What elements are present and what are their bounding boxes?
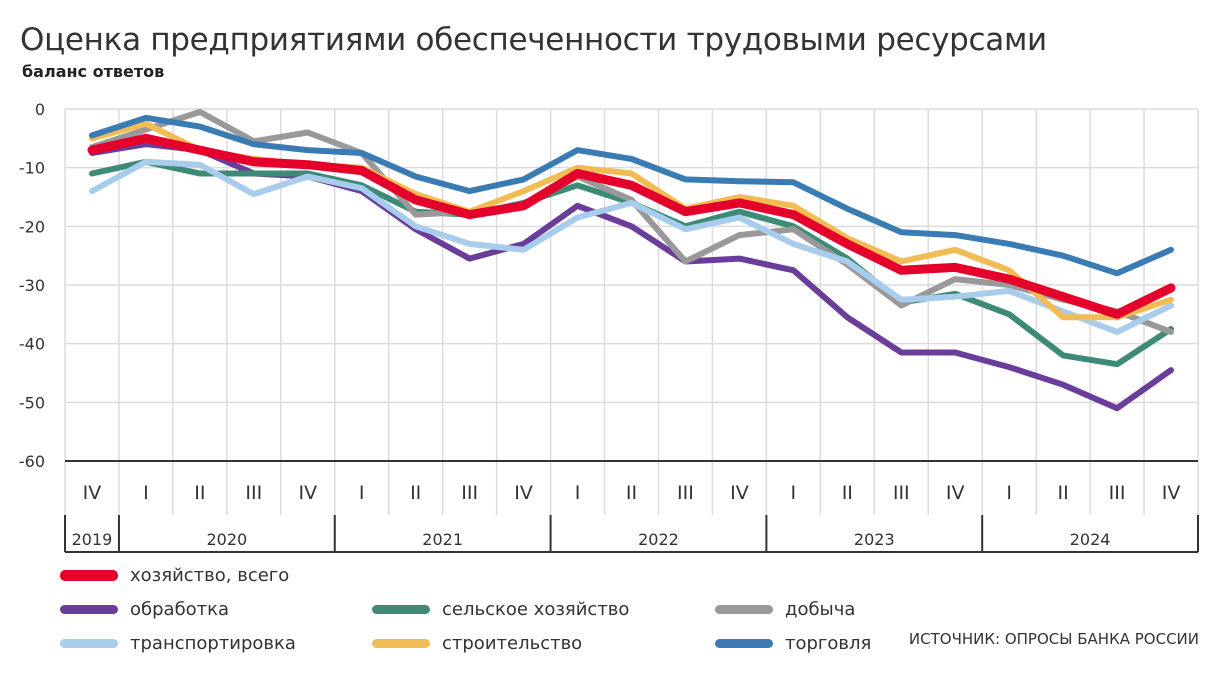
x-tick-label: II [842, 482, 853, 504]
source-note: ИСТОЧНИК: ОПРОСЫ БАНКА РОССИИ [908, 630, 1199, 648]
grid [64, 108, 1199, 515]
series-line-0 [87, 133, 1176, 319]
x-tick-label: III [893, 482, 910, 504]
x-tick-label: I [791, 482, 797, 504]
x-tick-label: III [677, 482, 694, 504]
y-tick-label: -10 [19, 159, 45, 178]
x-tick-label: II [410, 482, 421, 504]
x-tick-label: I [359, 482, 365, 504]
y-tick-label: -20 [19, 217, 45, 236]
x-tick-label: IV [514, 482, 533, 504]
x-axis: IV I II III IV I II III IV I II III IV I II III IV I II III… [64, 460, 1199, 553]
x-tick-label: I [1006, 482, 1012, 504]
x-tick-label: I [575, 482, 581, 504]
chart-title: Оценка предприятиями обеспеченности труд… [20, 22, 1047, 58]
series-line-3 [89, 108, 1174, 335]
y-tick-label: -50 [19, 393, 45, 412]
x-tick-label: II [626, 482, 637, 504]
series-line-6 [89, 114, 1174, 277]
x-tick-label: III [1109, 482, 1126, 504]
y-axis-ticks: 0 -10 -20 -30 -40 -50 -60 [19, 100, 45, 471]
series-line-4 [89, 158, 1174, 335]
y-tick-label: 0 [35, 100, 45, 119]
y-tick-label: -40 [19, 335, 45, 354]
year-label: 2022 [638, 530, 679, 549]
x-tick-label: IV [946, 482, 965, 504]
chart-subtitle: баланс ответов [22, 62, 165, 81]
x-tick-label: IV [83, 482, 102, 504]
year-label: 2019 [72, 530, 113, 549]
x-tick-label: IV [1162, 482, 1181, 504]
x-tick-label: IV [730, 482, 749, 504]
year-label: 2023 [854, 530, 895, 549]
year-label: 2020 [206, 530, 247, 549]
x-tick-label: IV [298, 482, 317, 504]
x-tick-label: III [461, 482, 478, 504]
y-tick-label: -30 [19, 276, 45, 295]
x-tick-label: I [143, 482, 149, 504]
y-tick-label: -60 [19, 452, 45, 471]
x-tick-label: III [245, 482, 262, 504]
x-tick-label: II [194, 482, 205, 504]
x-tick-label: II [1058, 482, 1069, 504]
year-label: 2024 [1070, 530, 1111, 549]
year-label: 2021 [422, 530, 463, 549]
series-lines [87, 108, 1176, 412]
